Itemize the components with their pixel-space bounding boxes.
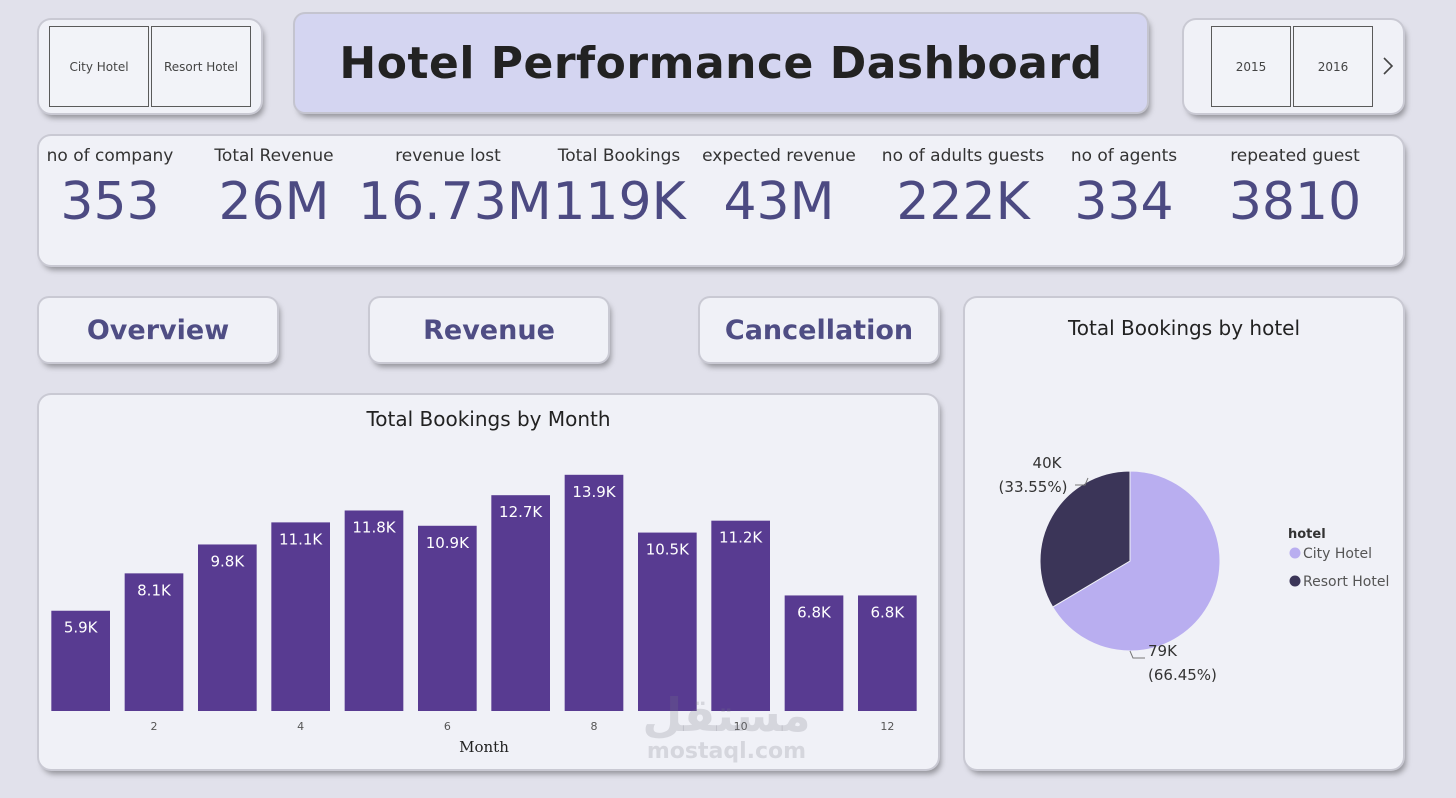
slicer-city-hotel[interactable]: City Hotel [49, 26, 149, 107]
kpi-card [39, 136, 1403, 265]
kpi-value: 3810 [1228, 172, 1362, 232]
kpi-revenue-lost: revenue lost 16.73M [358, 146, 552, 232]
bar-data-label: 11.1K [279, 530, 323, 548]
pie-percent-label: (33.55%) [999, 478, 1068, 496]
pie-slice-city-hotel[interactable] [1051, 470, 1221, 652]
page-title: Hotel Performance Dashboard [339, 37, 1103, 89]
year-slicer-card: 2015 2016 [1184, 20, 1403, 113]
bar-chart-title: Total Bookings by Month [366, 407, 611, 431]
bar-month-12[interactable] [858, 595, 917, 711]
bar-data-label: 10.5K [646, 541, 690, 559]
legend-item[interactable]: City Hotel [1303, 546, 1372, 562]
pie-slice-resort-hotel[interactable] [1039, 470, 1131, 608]
bookings-by-month-card: Total Bookings by Month 5.9K 8.1K 9.8K 11.1… [39, 395, 938, 769]
pie-value-label: 40K [1033, 454, 1063, 472]
bar-data-label: 11.2K [719, 529, 763, 547]
kpi-value: 16.73M [358, 172, 552, 232]
kpi-label: no of agents [1070, 146, 1178, 166]
cancellation-button[interactable]: Cancellation [700, 298, 938, 362]
kpi-value: 119K [552, 172, 686, 232]
bar-month-11[interactable] [784, 595, 844, 711]
bar-data-label: 8.1K [137, 581, 172, 599]
bar-month-1[interactable] [51, 610, 110, 711]
watermark-arabic: مستقل [642, 688, 811, 742]
x-tick-label: 12 [880, 720, 894, 733]
bar-data-label: 13.9K [572, 483, 616, 501]
kpi-no-of-agents: no of agents 334 [1060, 146, 1188, 232]
hotel-slicer-card: City Hotel Resort Hotel [39, 20, 261, 113]
overview-button[interactable]: Overview [39, 298, 277, 362]
kpi-value: 43M [723, 172, 835, 232]
bar-month-4[interactable] [271, 522, 330, 711]
kpi-label: repeated guest [1230, 146, 1360, 166]
kpi-expected-revenue: expected revenue 43M [696, 146, 862, 232]
x-axis-title: Month [459, 738, 509, 756]
bar-month-5[interactable] [344, 510, 404, 711]
slicer-resort-hotel[interactable]: Resort Hotel [151, 26, 251, 107]
slicer-year-2015[interactable]: 2015 [1211, 26, 1291, 107]
chevron-right-icon[interactable] [1382, 56, 1394, 76]
bar-month-2[interactable] [124, 573, 184, 711]
x-tick-label: 6 [444, 720, 451, 733]
kpi-label: revenue lost [395, 146, 501, 166]
kpi-label: no of adults guests [881, 146, 1045, 166]
bar-data-label: 6.8K [797, 603, 832, 621]
kpi-no-of-company: no of company 353 [40, 146, 180, 232]
bar-month-3[interactable] [198, 544, 257, 711]
bar-data-label: 12.7K [499, 503, 543, 521]
bar-chart: 5.9K 8.1K 9.8K 11.1K 11.8K 10.9K 12.7K 13.9K 10.… [51, 474, 917, 756]
kpi-repeated-guest: repeated guest 3810 [1216, 146, 1374, 232]
bar-data-label: 6.8K [870, 603, 905, 621]
kpi-value: 353 [60, 172, 160, 232]
leader-line [1129, 650, 1145, 659]
kpi-adult-guests: no of adults guests 222K [872, 146, 1054, 232]
bar-month-10[interactable] [711, 520, 770, 711]
kpi-label: Total Bookings [557, 146, 681, 166]
kpi-label: expected revenue [702, 146, 856, 166]
pie-percent-label: (66.45%) [1148, 666, 1217, 684]
bar-data-label: 5.9K [64, 619, 99, 637]
x-tick-label: 8 [591, 720, 598, 733]
bar-data-label: 9.8K [210, 552, 245, 570]
pie-value-label: 79K [1148, 642, 1178, 660]
legend-marker [1289, 547, 1301, 559]
revenue-button[interactable]: Revenue [370, 298, 608, 362]
title-card: Hotel Performance Dashboard [295, 14, 1147, 112]
bar-data-label: 10.9K [426, 534, 470, 552]
bar-data-label: 11.8K [352, 518, 396, 536]
watermark-latin: mostaql.com [646, 739, 807, 764]
x-tick-label: 2 [151, 720, 158, 733]
kpi-label: no of company [46, 146, 174, 166]
kpi-label: Total Revenue [214, 146, 334, 166]
kpi-value: 334 [1074, 172, 1174, 232]
slicer-year-2016[interactable]: 2016 [1293, 26, 1373, 107]
pie-chart: 79K (66.45%) 40K (33.55%) hotel City Hotel Res… [999, 454, 1390, 684]
bar-month-9[interactable] [638, 532, 697, 711]
pie-chart-title: Total Bookings by hotel [1067, 316, 1301, 340]
legend-item[interactable]: Resort Hotel [1303, 574, 1389, 590]
kpi-value: 26M [218, 172, 330, 232]
legend-title: hotel [1288, 527, 1326, 542]
bar-month-7[interactable] [491, 495, 550, 711]
x-tick-label: 10 [734, 720, 748, 733]
legend-marker [1289, 575, 1301, 587]
leader-line [1075, 477, 1089, 486]
x-tick-label: 4 [297, 720, 304, 733]
watermark: مستقل mostaql.com [634, 690, 819, 764]
kpi-value: 222K [896, 172, 1030, 232]
bar-month-6[interactable] [418, 525, 477, 711]
kpi-total-revenue: Total Revenue 26M [200, 146, 348, 232]
kpi-total-bookings: Total Bookings 119K [548, 146, 690, 232]
bar-month-8[interactable] [564, 474, 624, 711]
bookings-by-hotel-card: Total Bookings by hotel 79K (66.45%) 40K (3… [965, 298, 1403, 769]
